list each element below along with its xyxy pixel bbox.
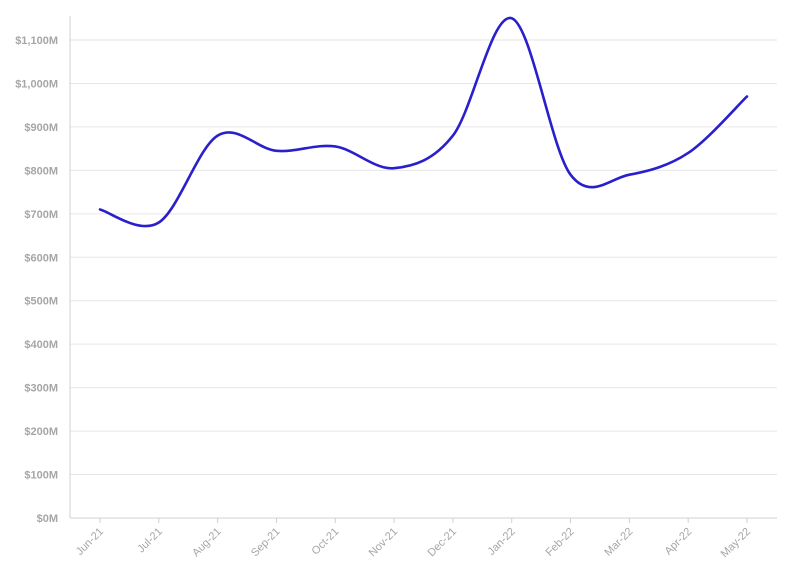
x-tick-label: Oct-21	[310, 526, 342, 558]
x-tick-label: Mar-22	[602, 526, 635, 559]
y-tick-label: $0M	[37, 513, 58, 525]
x-tick-label: Dec-21	[425, 526, 459, 560]
y-tick-label: $600M	[24, 252, 58, 264]
y-tick-label: $900M	[24, 122, 58, 134]
x-axis-tick-labels: Jun-21 Jul-21 Aug-21 Sep-21 Oct-21 Nov-21 Dec-…	[74, 526, 753, 560]
series-line-0	[98, 16, 749, 228]
y-tick-label: $700M	[24, 209, 58, 221]
x-tick-label: Jul-21	[135, 526, 165, 556]
x-tick-label: Jan-22	[486, 526, 518, 558]
axes	[69, 16, 777, 523]
y-tick-label: $200M	[24, 426, 58, 438]
y-axis-tick-labels: $0M $100M $200M $300M $400M $500M $600M $700M $8…	[15, 35, 58, 525]
x-tick-label: Nov-21	[367, 526, 401, 560]
x-tick-label: Sep-21	[249, 526, 283, 560]
y-tick-label: $400M	[24, 339, 58, 351]
y-tick-label: $800M	[24, 165, 58, 177]
x-tick-label: Feb-22	[544, 526, 577, 559]
x-tick-label: Aug-21	[190, 526, 224, 560]
y-tick-label: $1,000M	[15, 78, 58, 90]
x-tick-label: May-22	[719, 526, 753, 560]
y-tick-label: $500M	[24, 296, 58, 308]
grid-lines	[70, 39, 777, 476]
series-lines	[98, 16, 749, 228]
x-tick-label: Apr-22	[662, 526, 694, 558]
x-tick-label: Jun-21	[74, 526, 106, 558]
y-tick-label: $1,100M	[15, 35, 58, 47]
y-tick-label: $300M	[24, 383, 58, 395]
y-tick-label: $100M	[24, 470, 58, 482]
